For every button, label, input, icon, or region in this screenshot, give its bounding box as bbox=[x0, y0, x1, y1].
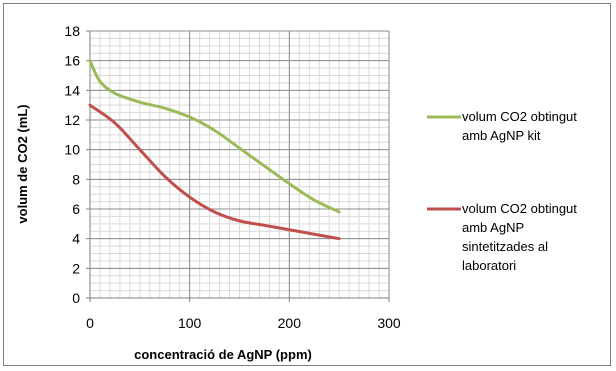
y-tick-label: 18 bbox=[64, 23, 80, 39]
y-tick-labels: 0 2 4 6 8 10 12 14 16 18 bbox=[64, 23, 80, 306]
y-tick-label: 16 bbox=[64, 53, 80, 69]
y-tick-label: 6 bbox=[72, 201, 80, 217]
legend-label-2: volum CO2 obtingut bbox=[462, 201, 577, 216]
legend-label-1: volum CO2 obtingut bbox=[462, 109, 577, 124]
legend-label-2: amb AgNP bbox=[462, 220, 524, 235]
y-tick-label: 4 bbox=[72, 231, 80, 247]
x-tick-labels: 0 100 200 300 bbox=[86, 315, 401, 331]
legend-label-2: sintetitzades al bbox=[462, 239, 548, 254]
x-tick-label: 0 bbox=[86, 315, 94, 331]
legend-label-1: amb AgNP kit bbox=[462, 128, 541, 143]
y-tick-label: 10 bbox=[64, 142, 80, 158]
series-line-1 bbox=[88, 59, 341, 214]
y-tick-label: 12 bbox=[64, 112, 80, 128]
x-tick-label: 300 bbox=[377, 315, 401, 331]
series-lines bbox=[88, 59, 341, 241]
y-axis-title: volum de CO2 (mL) bbox=[15, 104, 30, 223]
x-tick-label: 200 bbox=[278, 315, 302, 331]
y-tick-label: 14 bbox=[64, 82, 80, 98]
y-tick-label: 2 bbox=[72, 260, 80, 276]
y-tick-label: 0 bbox=[72, 290, 80, 306]
legend-label-2: laboratori bbox=[462, 258, 516, 273]
y-tick-label: 8 bbox=[72, 171, 80, 187]
series-line-2 bbox=[88, 103, 341, 241]
chart-frame bbox=[3, 3, 611, 366]
grid bbox=[89, 30, 390, 299]
legend: volum CO2 obtingut amb AgNP kit volum CO2 … bbox=[427, 109, 577, 273]
axes bbox=[86, 30, 390, 302]
x-tick-label: 100 bbox=[178, 315, 202, 331]
x-axis-title: concentració de AgNP (ppm) bbox=[134, 347, 312, 362]
